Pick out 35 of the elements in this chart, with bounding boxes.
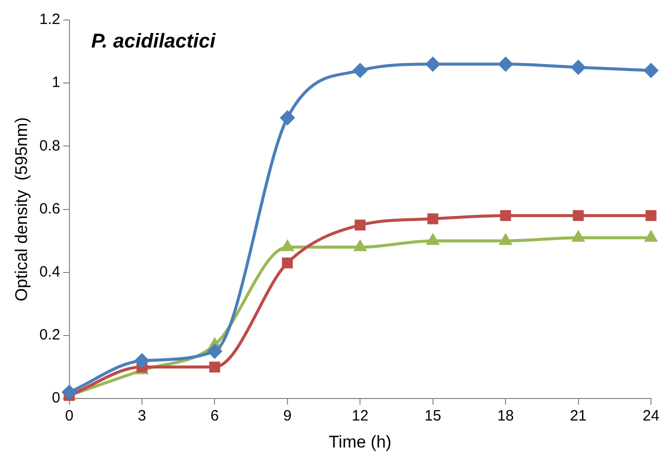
y-axis-title: Optical density (595nm) bbox=[12, 117, 31, 302]
x-tick-label: 0 bbox=[65, 408, 74, 425]
point bbox=[280, 110, 295, 126]
x-tick-label: 24 bbox=[642, 408, 660, 425]
x-tick-label: 21 bbox=[570, 408, 587, 425]
point bbox=[500, 210, 512, 222]
y-tick-label: 0.6 bbox=[39, 200, 60, 218]
point bbox=[62, 384, 77, 400]
y-tick-label: 0.4 bbox=[39, 264, 60, 281]
point bbox=[646, 210, 656, 222]
point bbox=[354, 220, 366, 231]
point bbox=[427, 213, 438, 224]
y-tick-label: 0.8 bbox=[39, 137, 60, 154]
y-tick-label: 0 bbox=[52, 390, 60, 407]
x-tick-label: 12 bbox=[352, 408, 368, 425]
text: P. acidilactici bbox=[91, 30, 216, 53]
point bbox=[572, 210, 584, 222]
x-tick-label: 6 bbox=[210, 408, 219, 425]
point bbox=[352, 62, 368, 78]
y-tick-label: 1 bbox=[52, 74, 60, 92]
x-axis-title: Time (h) bbox=[328, 432, 392, 452]
point bbox=[207, 344, 222, 359]
point bbox=[282, 257, 293, 268]
y-tick-label: 1.2 bbox=[39, 11, 60, 28]
x-tick-label: 15 bbox=[424, 408, 442, 425]
point bbox=[425, 56, 440, 72]
point bbox=[209, 362, 220, 372]
point bbox=[644, 62, 658, 78]
x-tick-label: 9 bbox=[283, 408, 292, 425]
point bbox=[134, 353, 150, 368]
point bbox=[570, 60, 586, 75]
y-tick-label: 0.2 bbox=[39, 326, 60, 344]
x-tick-label: 3 bbox=[138, 408, 146, 425]
point bbox=[498, 56, 514, 72]
x-tick-label: 18 bbox=[497, 408, 514, 425]
